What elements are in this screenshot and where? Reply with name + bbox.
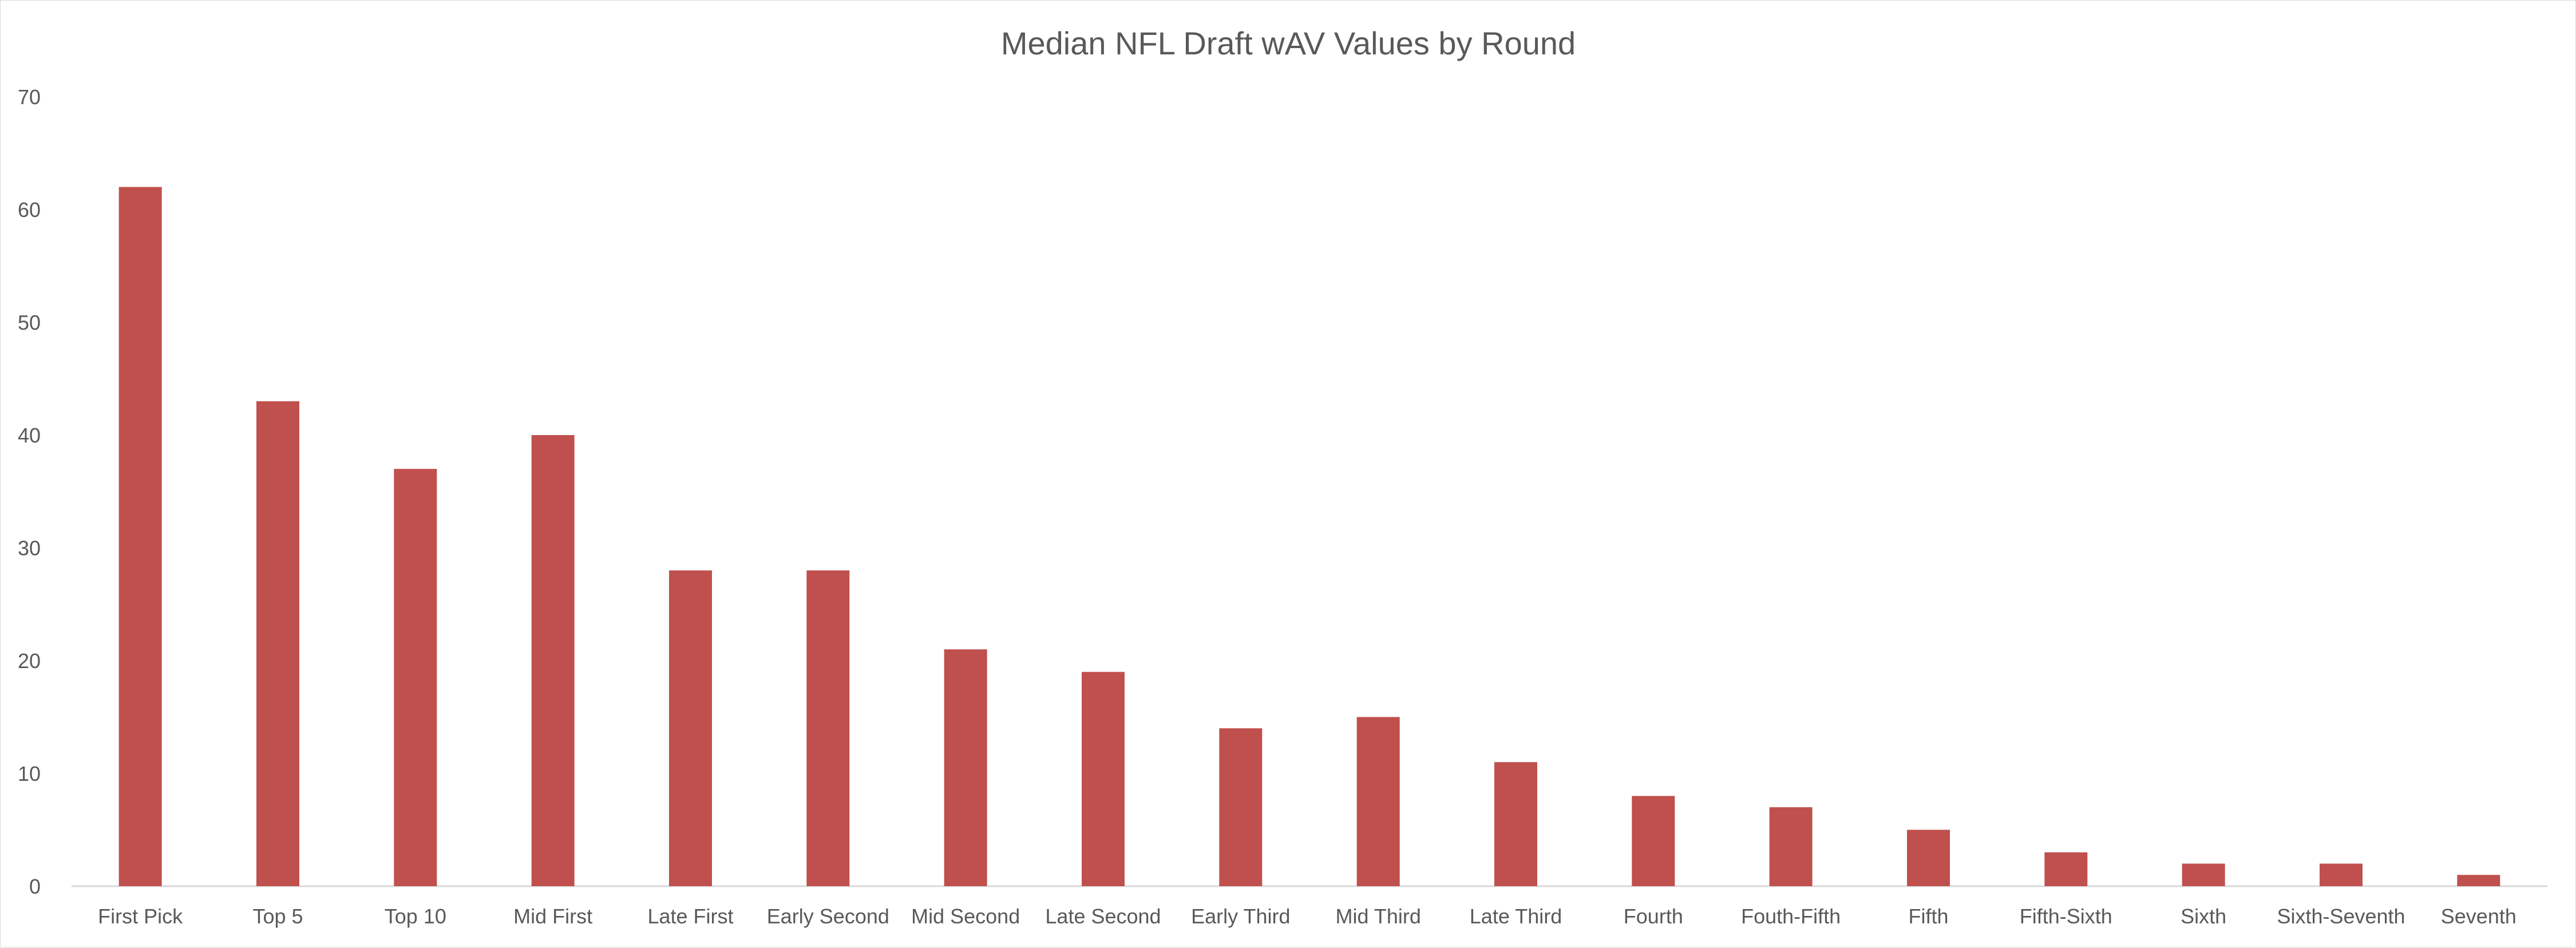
x-tick-label: Early Second bbox=[767, 904, 889, 928]
bar bbox=[1632, 796, 1675, 886]
bar bbox=[806, 570, 850, 886]
x-tick-label: Mid Second bbox=[911, 904, 1020, 928]
x-tick-label: Late Second bbox=[1045, 904, 1161, 928]
chart-title: Median NFL Draft wAV Values by Round bbox=[1001, 25, 1576, 61]
y-tick-label: 20 bbox=[18, 649, 41, 673]
y-tick-label: 10 bbox=[18, 762, 41, 785]
bar bbox=[944, 649, 987, 886]
bar bbox=[2044, 852, 2088, 886]
bars-group bbox=[118, 187, 2500, 887]
bar bbox=[1494, 762, 1537, 886]
x-tick-label: Fouth-Fifth bbox=[1741, 904, 1841, 928]
x-tick-label: Late Third bbox=[1470, 904, 1562, 928]
x-tick-label: Fourth bbox=[1624, 904, 1683, 928]
bar bbox=[1219, 728, 1263, 886]
x-tick-label: First Pick bbox=[98, 904, 183, 928]
x-tick-label: Top 5 bbox=[252, 904, 303, 928]
x-tick-label: Fifth-Sixth bbox=[2020, 904, 2112, 928]
bar bbox=[1907, 830, 1950, 886]
y-tick-label: 50 bbox=[18, 311, 41, 334]
bar bbox=[1082, 672, 1125, 886]
x-tick-label: Sixth bbox=[2181, 904, 2226, 928]
bar bbox=[1769, 807, 1813, 886]
x-tick-label: Mid First bbox=[513, 904, 592, 928]
bar bbox=[531, 435, 575, 886]
bar bbox=[669, 570, 712, 886]
y-tick-label: 40 bbox=[18, 424, 41, 447]
x-axis-ticks: First Pick Top 5 Top 10 Mid First Late First… bbox=[98, 904, 2516, 928]
x-tick-label: Late First bbox=[647, 904, 733, 928]
x-tick-label: Mid Third bbox=[1335, 904, 1420, 928]
bar bbox=[2457, 875, 2500, 886]
bar bbox=[1356, 717, 1400, 886]
bar bbox=[2182, 863, 2225, 886]
bar bbox=[118, 187, 162, 887]
bar bbox=[394, 469, 437, 886]
y-axis-ticks: 0 10 20 30 40 50 60 70 bbox=[18, 85, 41, 898]
x-tick-label: Sixth-Seventh bbox=[2277, 904, 2405, 928]
x-tick-label: Seventh bbox=[2441, 904, 2516, 928]
x-tick-label: Early Third bbox=[1191, 904, 1290, 928]
x-tick-label: Top 10 bbox=[385, 904, 446, 928]
bar bbox=[2320, 863, 2363, 886]
y-tick-label: 0 bbox=[29, 875, 41, 898]
y-tick-label: 70 bbox=[18, 85, 41, 109]
y-tick-label: 60 bbox=[18, 198, 41, 222]
y-tick-label: 30 bbox=[18, 536, 41, 560]
x-tick-label: Fifth bbox=[1908, 904, 1948, 928]
bar bbox=[256, 401, 299, 886]
